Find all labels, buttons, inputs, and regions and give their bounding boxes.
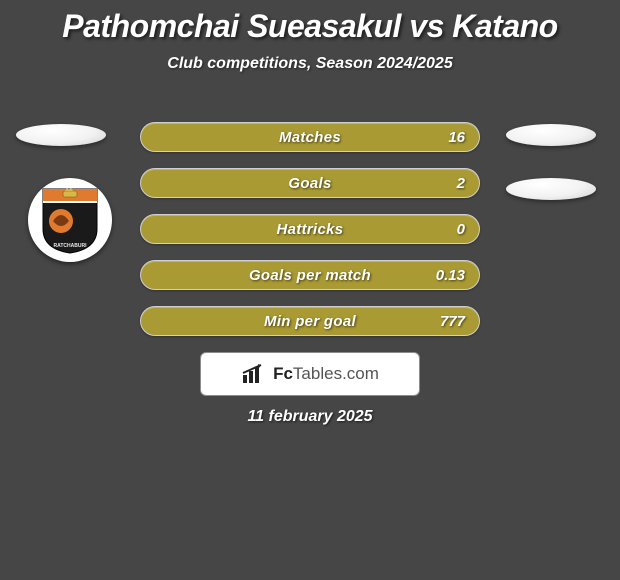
- stat-value: 0: [457, 221, 465, 238]
- svg-text:RATCHABURI: RATCHABURI: [54, 243, 88, 249]
- stat-label: Hattricks: [277, 221, 344, 238]
- stat-value: 2: [457, 175, 465, 192]
- stat-label: Goals per match: [249, 267, 371, 284]
- stat-row-goals: Goals 2: [140, 168, 480, 198]
- stat-label: Matches: [279, 129, 341, 146]
- player-photo-placeholder-right-2: [506, 178, 596, 200]
- stats-bars: Matches 16 Goals 2 Hattricks 0 Goals per…: [140, 122, 480, 352]
- stat-value: 777: [440, 313, 465, 330]
- stat-value: 16: [448, 129, 465, 146]
- stat-label: Goals: [288, 175, 331, 192]
- bars-icon: [241, 363, 267, 385]
- stat-value: 0.13: [436, 267, 465, 284]
- stat-label: Min per goal: [264, 313, 356, 330]
- brand-suffix: Tables.com: [293, 364, 379, 383]
- brand-prefix: Fc: [273, 364, 293, 383]
- stat-row-hattricks: Hattricks 0: [140, 214, 480, 244]
- subtitle: Club competitions, Season 2024/2025: [0, 55, 620, 73]
- stat-row-min-per-goal: Min per goal 777: [140, 306, 480, 336]
- page-title: Pathomchai Sueasakul vs Katano: [0, 0, 620, 45]
- brand-text: FcTables.com: [273, 364, 379, 384]
- player-photo-placeholder-left: [16, 124, 106, 146]
- shield-icon: RATCHABURI: [39, 185, 101, 255]
- date-text: 11 february 2025: [0, 408, 620, 426]
- club-badge: RATCHABURI: [28, 178, 112, 262]
- stat-row-goals-per-match: Goals per match 0.13: [140, 260, 480, 290]
- brand-badge[interactable]: FcTables.com: [200, 352, 420, 396]
- stat-row-matches: Matches 16: [140, 122, 480, 152]
- player-photo-placeholder-right-1: [506, 124, 596, 146]
